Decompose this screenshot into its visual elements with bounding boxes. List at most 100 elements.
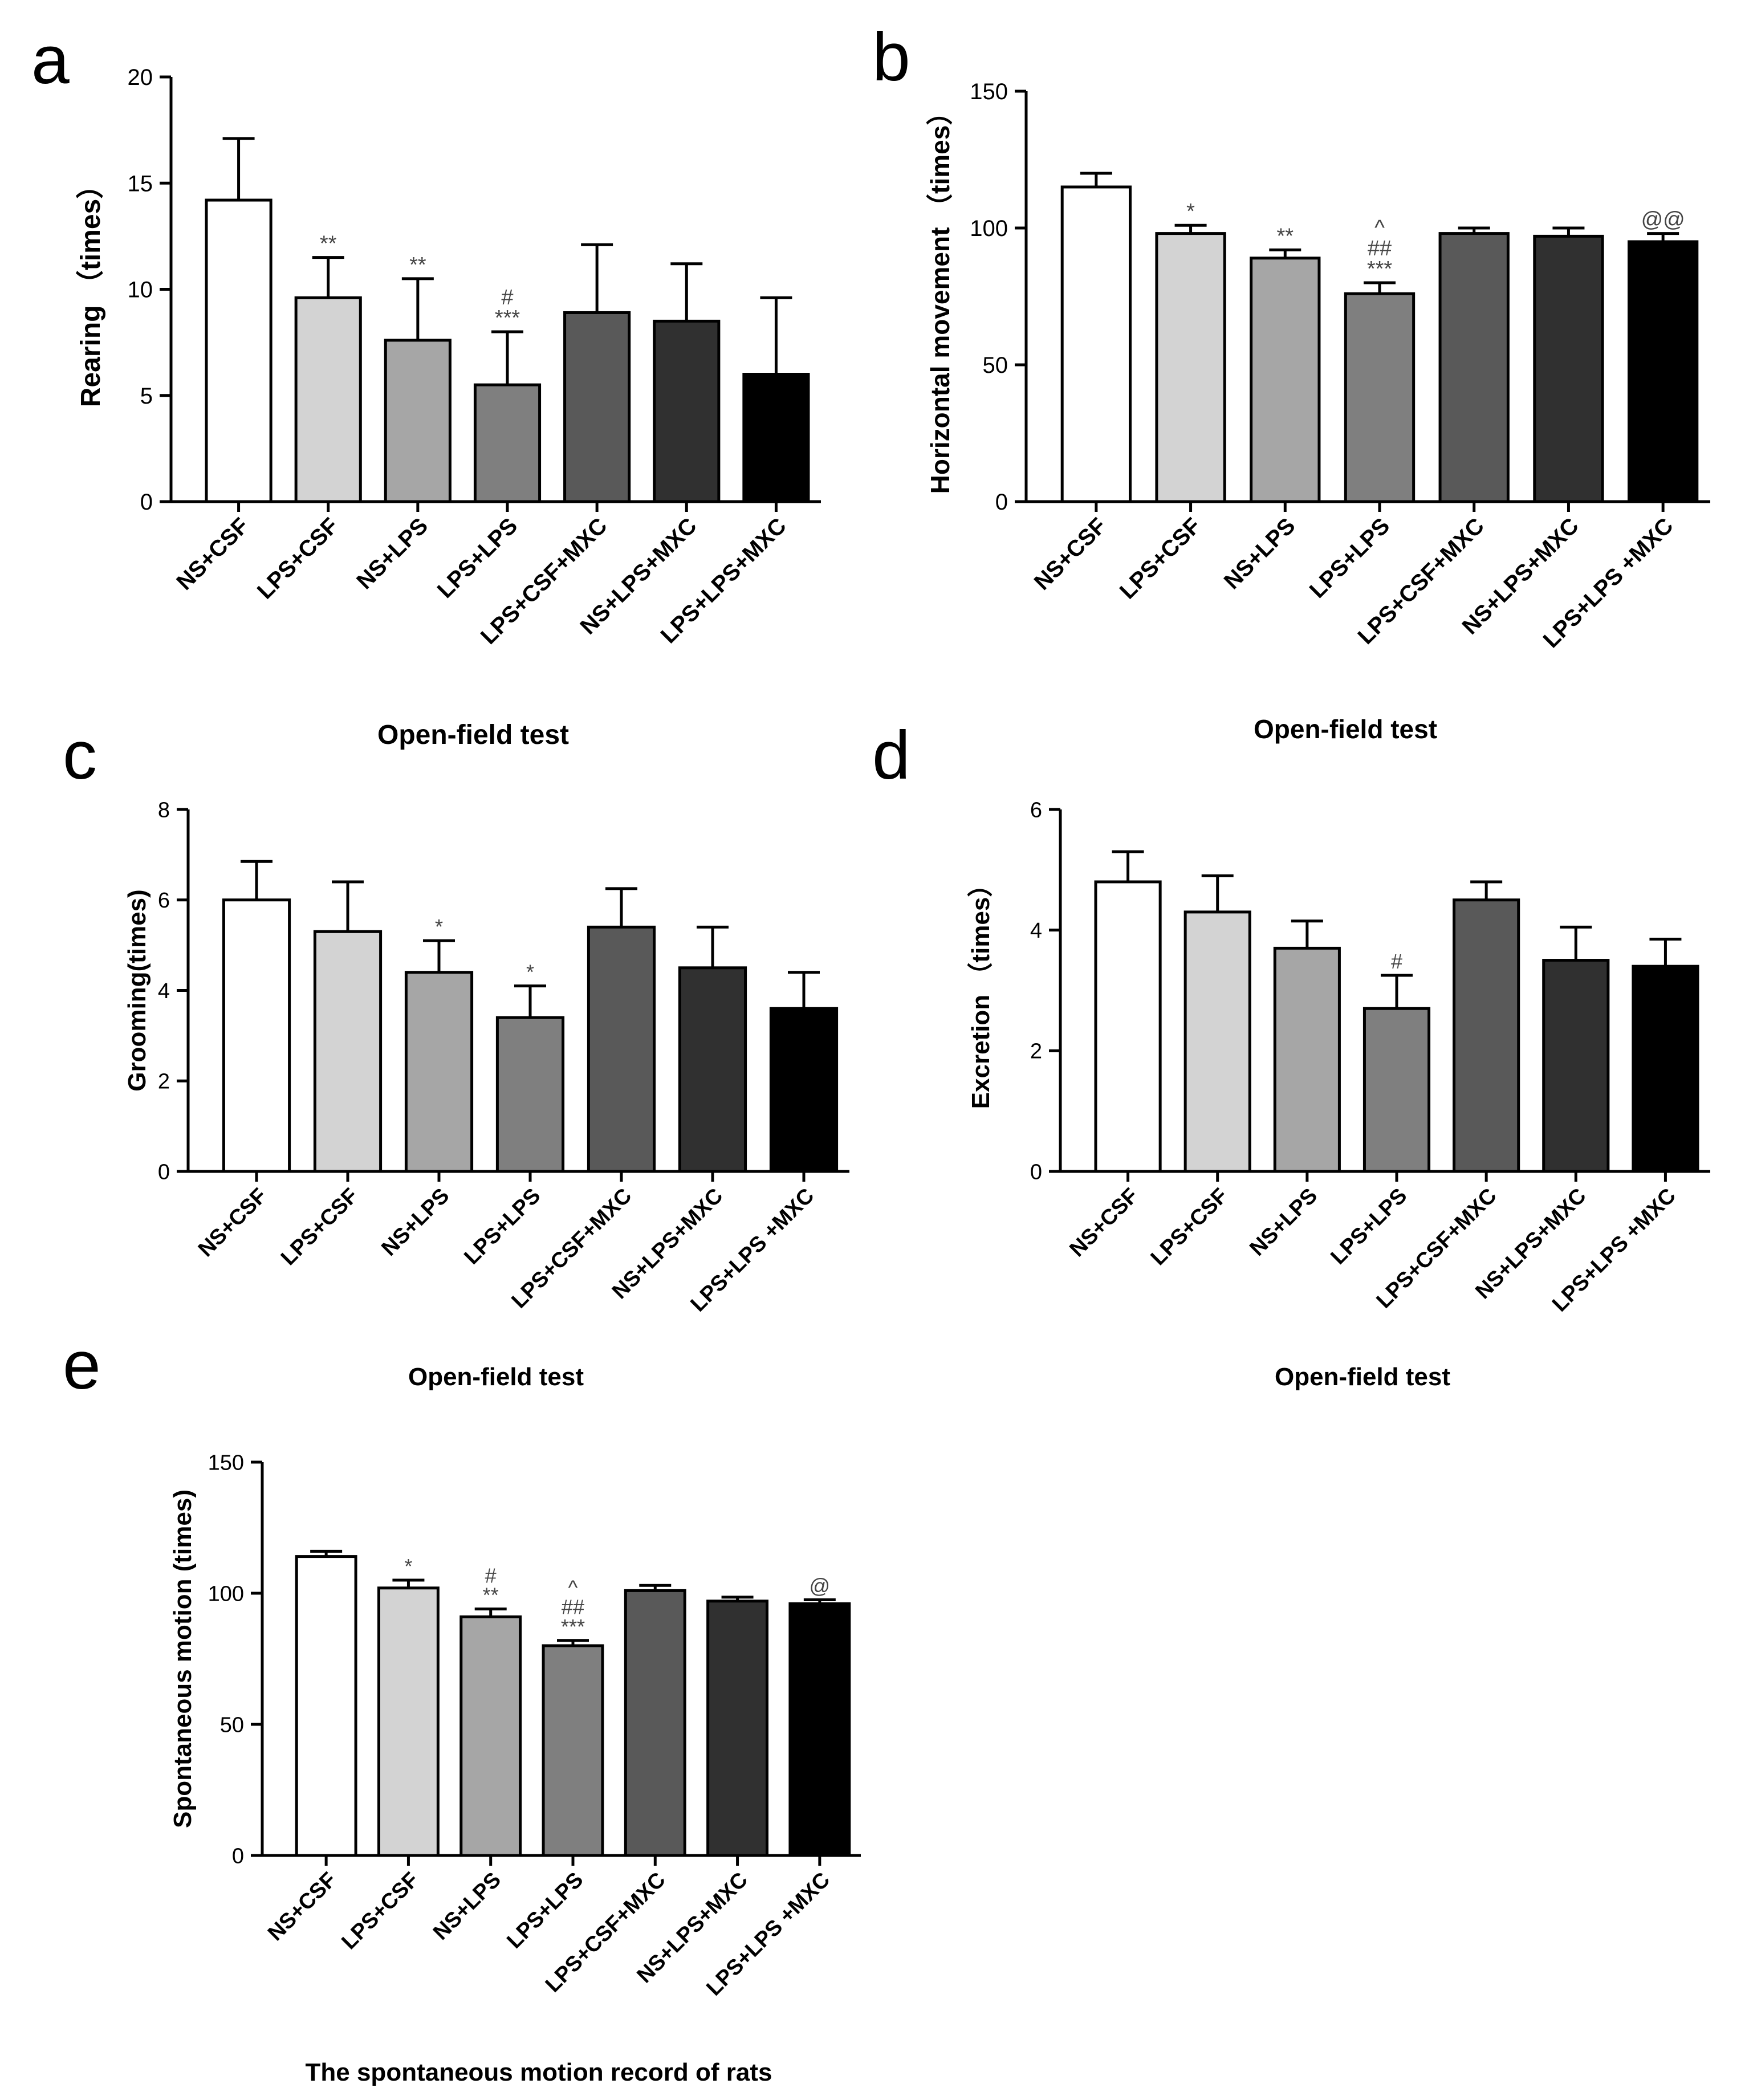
bar-e-1	[379, 1588, 438, 1855]
category-label-a-2: NS+LPS	[352, 513, 433, 594]
y-tick-label-d-1: 2	[1030, 1040, 1042, 1064]
annotation-b-2-0: **	[1276, 224, 1294, 248]
category-label-e-3: LPS+LPS	[502, 1868, 588, 1954]
annotation-c-3-0: *	[526, 961, 534, 984]
bar-c-4	[588, 927, 654, 1171]
category-label-c-1: LPS+CSF	[276, 1184, 363, 1270]
y-tick-label-a-3: 15	[128, 171, 153, 196]
bar-e-3	[543, 1646, 603, 1855]
bar-e-2	[461, 1617, 520, 1855]
bar-e-5	[708, 1601, 767, 1855]
y-tick-label-e-0: 0	[232, 1844, 244, 1868]
bar-d-0	[1096, 882, 1160, 1171]
bar-c-2	[406, 972, 471, 1171]
y-tick-label-e-3: 150	[208, 1451, 244, 1475]
category-label-b-3: LPS+LPS	[1305, 513, 1395, 603]
bar-d-4	[1454, 900, 1519, 1171]
x-axis-label-a: Open-field test	[377, 720, 569, 750]
bar-d-5	[1544, 961, 1608, 1171]
category-label-d-3: LPS+LPS	[1326, 1184, 1412, 1269]
bar-c-6	[771, 1008, 836, 1171]
bar-c-3	[497, 1018, 563, 1171]
category-label-b-0: NS+CSF	[1030, 513, 1111, 595]
x-axis-label-b: Open-field test	[1254, 714, 1437, 744]
chart-c: NS+CSF LPS+CSF*NS+LPS*LPS+LPSLPS+CSF+MXCN…	[123, 798, 849, 1391]
annotation-e-3-2: ***	[561, 1615, 585, 1638]
annotation-b-3-2: ***	[1367, 257, 1393, 281]
bar-b-1	[1157, 234, 1225, 502]
bar-e-0	[296, 1557, 356, 1855]
category-label-e-0: NS+CSF	[263, 1868, 341, 1946]
category-label-a-0: NS+CSF	[172, 513, 253, 595]
annotation-d-3-0: #	[1391, 950, 1402, 973]
category-label-e-1: LPS+CSF	[337, 1868, 423, 1954]
category-label-c-2: NS+LPS	[377, 1184, 454, 1261]
category-label-b-2: NS+LPS	[1219, 513, 1300, 594]
category-label-d-1: LPS+CSF	[1146, 1184, 1233, 1270]
annotation-a-1-0: **	[320, 232, 337, 256]
annotation-b-1-0: *	[1186, 200, 1195, 223]
category-label-d-0: NS+CSF	[1065, 1184, 1142, 1261]
x-axis-label-e: The spontaneous motion record of rats	[306, 2058, 772, 2086]
y-axis-label-b: Horizontal movement （times）	[925, 99, 955, 494]
chart-b: NS+CSF*LPS+CSF**NS+LPS^##***LPS+LPSLPS+C…	[925, 79, 1710, 744]
bar-d-1	[1185, 912, 1250, 1171]
y-tick-label-b-3: 150	[970, 79, 1008, 104]
bar-a-4	[565, 312, 629, 502]
y-tick-label-e-2: 100	[208, 1582, 244, 1606]
y-tick-label-a-4: 20	[128, 65, 153, 90]
bar-b-3	[1345, 294, 1413, 502]
bar-d-6	[1633, 966, 1698, 1171]
annotation-a-2-0: **	[409, 253, 426, 277]
chart-d: NS+CSF LPS+CSF NS+LPS#LPS+LPSLPS+CSF+MXCNS…	[967, 798, 1710, 1391]
y-tick-label-a-2: 10	[128, 278, 153, 303]
annotation-e-2-1: **	[483, 1584, 499, 1607]
category-label-a-1: LPS+CSF	[253, 513, 343, 604]
chart-e: NS+CSF*LPS+CSF#**NS+LPS^##***LPS+LPSLPS+…	[169, 1451, 861, 2086]
bar-b-2	[1251, 258, 1319, 502]
bar-a-6	[744, 375, 808, 502]
y-axis-label-a: Rearing （times）	[76, 172, 106, 407]
y-tick-label-d-0: 0	[1030, 1160, 1042, 1184]
y-tick-label-c-2: 4	[158, 979, 170, 1003]
category-label-c-0: NS+CSF	[194, 1184, 271, 1261]
bar-a-5	[654, 321, 719, 502]
y-tick-label-c-1: 2	[158, 1070, 170, 1094]
y-tick-label-c-3: 6	[158, 889, 170, 913]
bar-c-5	[680, 968, 745, 1171]
bar-d-3	[1364, 1008, 1429, 1171]
y-tick-label-c-0: 0	[158, 1160, 170, 1184]
y-tick-label-c-4: 8	[158, 798, 170, 822]
y-tick-label-d-2: 4	[1030, 919, 1042, 943]
y-tick-label-a-0: 0	[140, 490, 153, 515]
bar-b-4	[1440, 234, 1508, 502]
y-tick-label-e-1: 50	[220, 1713, 244, 1737]
bar-e-4	[625, 1590, 685, 1855]
y-tick-label-b-1: 50	[983, 353, 1008, 378]
y-axis-label-d: Excretion （times）	[967, 872, 995, 1109]
figure-charts: NS+CSF**LPS+CSF**NS+LPS#***LPS+LPSLPS+CS…	[0, 0, 1753, 2100]
x-axis-label-d: Open-field test	[1275, 1363, 1450, 1391]
bar-b-5	[1535, 236, 1602, 502]
y-tick-label-b-2: 100	[970, 216, 1008, 241]
bar-a-2	[385, 340, 450, 502]
y-tick-label-a-1: 5	[140, 384, 153, 409]
x-axis-label-c: Open-field test	[408, 1363, 584, 1391]
category-label-a-3: LPS+LPS	[433, 513, 523, 603]
bar-a-1	[296, 298, 360, 502]
bar-e-6	[790, 1604, 849, 1855]
figure: a b c d e NS+CSF ** LPS+CSF ** NS+LPS # *** LPS…	[0, 0, 1753, 2100]
y-tick-label-b-0: 0	[995, 490, 1008, 515]
bar-c-0	[223, 900, 289, 1171]
annotation-e-6-0: @	[810, 1574, 831, 1598]
category-label-e-2: NS+LPS	[429, 1868, 506, 1945]
y-tick-label-d-3: 6	[1030, 798, 1042, 822]
bar-c-1	[315, 931, 380, 1171]
annotation-e-1-0: *	[404, 1554, 412, 1578]
chart-a: NS+CSF**LPS+CSF**NS+LPS#***LPS+LPSLPS+CS…	[76, 65, 821, 750]
category-label-c-3: LPS+LPS	[459, 1184, 545, 1269]
y-axis-label-c: Grooming(times)	[123, 889, 151, 1091]
bar-b-0	[1062, 187, 1130, 502]
annotation-c-2-0: *	[435, 915, 443, 938]
category-label-b-1: LPS+CSF	[1115, 513, 1206, 604]
